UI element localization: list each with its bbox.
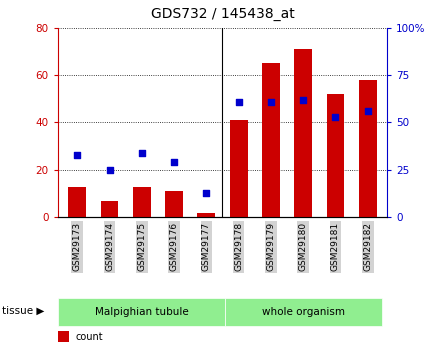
Text: GSM29174: GSM29174 — [105, 222, 114, 271]
Point — [203, 190, 210, 195]
Text: GSM29181: GSM29181 — [331, 222, 340, 272]
Bar — [69, 187, 86, 217]
Text: GSM29179: GSM29179 — [267, 222, 275, 272]
Point — [299, 97, 307, 102]
Bar — [294, 49, 312, 217]
Text: tissue ▶: tissue ▶ — [2, 306, 44, 316]
Point — [74, 152, 81, 157]
Bar — [101, 201, 118, 217]
Text: GSM29176: GSM29176 — [170, 222, 178, 272]
Bar — [359, 80, 376, 217]
Point — [106, 167, 113, 172]
Bar — [327, 94, 344, 217]
Text: GDS732 / 145438_at: GDS732 / 145438_at — [150, 7, 295, 21]
Point — [235, 99, 242, 104]
Point — [138, 150, 146, 156]
Bar — [262, 63, 280, 217]
Bar — [198, 213, 215, 217]
Bar — [58, 332, 69, 342]
Text: GSM29182: GSM29182 — [363, 222, 372, 271]
Point — [170, 159, 178, 165]
Bar — [58, 298, 225, 326]
Text: GSM29175: GSM29175 — [138, 222, 146, 272]
Text: Malpighian tubule: Malpighian tubule — [95, 307, 189, 317]
Bar — [165, 191, 183, 217]
Bar — [230, 120, 247, 217]
Text: count: count — [76, 332, 104, 342]
Text: GSM29177: GSM29177 — [202, 222, 211, 272]
Text: whole organism: whole organism — [262, 307, 345, 317]
Point — [267, 99, 275, 104]
Bar — [225, 298, 382, 326]
Text: GSM29173: GSM29173 — [73, 222, 82, 272]
Text: GSM29180: GSM29180 — [299, 222, 307, 272]
Point — [332, 114, 339, 119]
Point — [364, 108, 371, 114]
Bar — [133, 187, 151, 217]
Text: GSM29178: GSM29178 — [234, 222, 243, 272]
